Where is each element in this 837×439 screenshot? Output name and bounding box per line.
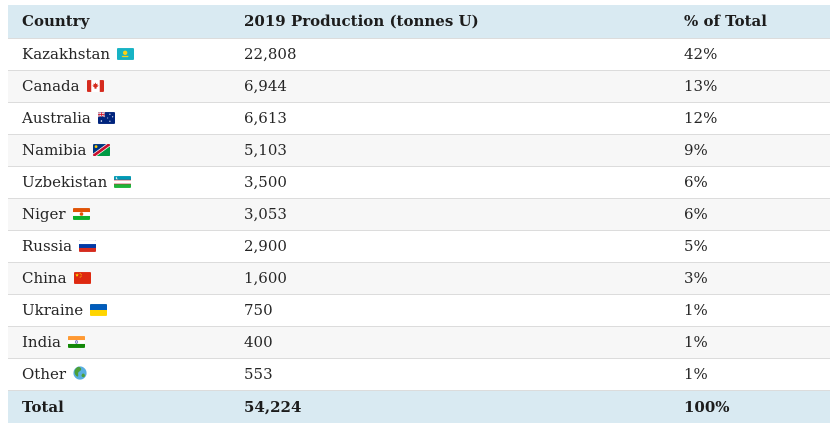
australia-flag-icon xyxy=(97,111,115,124)
percent-cell: 1% xyxy=(684,365,708,383)
table-row: Namibia 5,103 9% xyxy=(8,134,830,166)
total-label: Total xyxy=(8,390,230,423)
country-label: Uzbekistan xyxy=(22,173,108,191)
percent-cell: 9% xyxy=(670,134,830,166)
russia-flag-icon xyxy=(79,240,97,252)
table-row: Australia 6,613 12% xyxy=(8,102,830,134)
country-label: Niger xyxy=(22,205,66,223)
kazakhstan-flag-icon xyxy=(117,48,135,60)
percent-cell: 1% xyxy=(670,326,830,358)
table-row: Kazakhstan 22,808 42% xyxy=(8,38,830,70)
table-total-row: Total 54,224 100% xyxy=(8,390,830,423)
canada-flag-icon xyxy=(86,80,104,92)
table-header-row: Country 2019 Production (tonnes U) % of … xyxy=(8,5,830,38)
namibia-flag-icon xyxy=(91,141,113,159)
percent-cell: 1% xyxy=(684,301,708,319)
country-label: Namibia xyxy=(22,141,87,159)
country-label: Canada xyxy=(22,77,80,95)
production-cell: 400 xyxy=(230,326,670,358)
column-header-percent: % of Total xyxy=(670,5,830,38)
percent-cell: 42% xyxy=(684,45,718,63)
percent-cell: 3% xyxy=(670,262,830,294)
country-cell: China xyxy=(8,262,230,294)
country-label: Other xyxy=(22,365,67,383)
country-cell: Other xyxy=(8,358,230,390)
table-row: Other 553 1% xyxy=(8,358,830,390)
production-cell: 3,053 xyxy=(230,198,670,230)
niger-flag-icon xyxy=(72,208,90,220)
table-row: Russia 2,900 5% xyxy=(8,230,830,262)
table-row: China 1,600 3% xyxy=(8,262,830,294)
production-cell: 6,944 xyxy=(230,70,670,102)
production-cell: 750 xyxy=(244,301,273,319)
percent-cell: 12% xyxy=(684,109,718,127)
table-row: Niger 3,053 6% xyxy=(8,198,830,230)
country-cell: Kazakhstan xyxy=(8,38,230,70)
production-cell: 22,808 xyxy=(244,45,297,63)
ukraine-flag-icon xyxy=(90,304,108,316)
table-row: Ukraine 750 1% xyxy=(8,294,830,326)
percent-cell: 5% xyxy=(684,237,708,255)
percent-cell: 13% xyxy=(670,70,830,102)
country-label: Australia xyxy=(22,109,91,127)
country-cell: Australia xyxy=(8,102,230,134)
country-cell: Ukraine xyxy=(8,294,230,326)
percent-cell: 6% xyxy=(670,198,830,230)
uzbekistan-flag-icon xyxy=(114,176,132,188)
table-body: Kazakhstan 22,808 42% Canada 6,944 13% Austral… xyxy=(8,38,830,390)
production-cell: 1,600 xyxy=(230,262,670,294)
production-cell: 5,103 xyxy=(230,134,670,166)
percent-cell: 6% xyxy=(684,173,708,191)
country-label: China xyxy=(22,269,67,287)
country-cell: Canada xyxy=(8,70,230,102)
country-cell: Uzbekistan xyxy=(8,166,230,198)
globe-icon xyxy=(73,366,87,380)
country-cell: Namibia xyxy=(8,134,230,166)
uranium-production-table: Country 2019 Production (tonnes U) % of … xyxy=(8,5,830,423)
production-cell: 3,500 xyxy=(244,173,287,191)
column-header-production: 2019 Production (tonnes U) xyxy=(230,5,670,38)
country-label: Ukraine xyxy=(22,301,84,319)
production-cell: 2,900 xyxy=(244,237,287,255)
column-header-country: Country xyxy=(8,5,230,38)
india-flag-icon xyxy=(67,336,85,348)
page: Country 2019 Production (tonnes U) % of … xyxy=(8,5,830,423)
table-row: Canada 6,944 13% xyxy=(8,70,830,102)
table-row: Uzbekistan 3,500 6% xyxy=(8,166,830,198)
production-cell: 6,613 xyxy=(244,109,287,127)
country-cell: Russia xyxy=(8,230,230,262)
table-row: India 400 1% xyxy=(8,326,830,358)
country-cell: India xyxy=(8,326,230,358)
country-label: India xyxy=(22,333,61,351)
production-cell: 553 xyxy=(244,365,273,383)
total-production: 54,224 xyxy=(230,390,670,423)
country-label: Russia xyxy=(22,237,73,255)
country-label: Kazakhstan xyxy=(22,45,111,63)
country-cell: Niger xyxy=(8,198,230,230)
total-percent: 100% xyxy=(670,390,830,423)
china-flag-icon xyxy=(73,272,91,284)
